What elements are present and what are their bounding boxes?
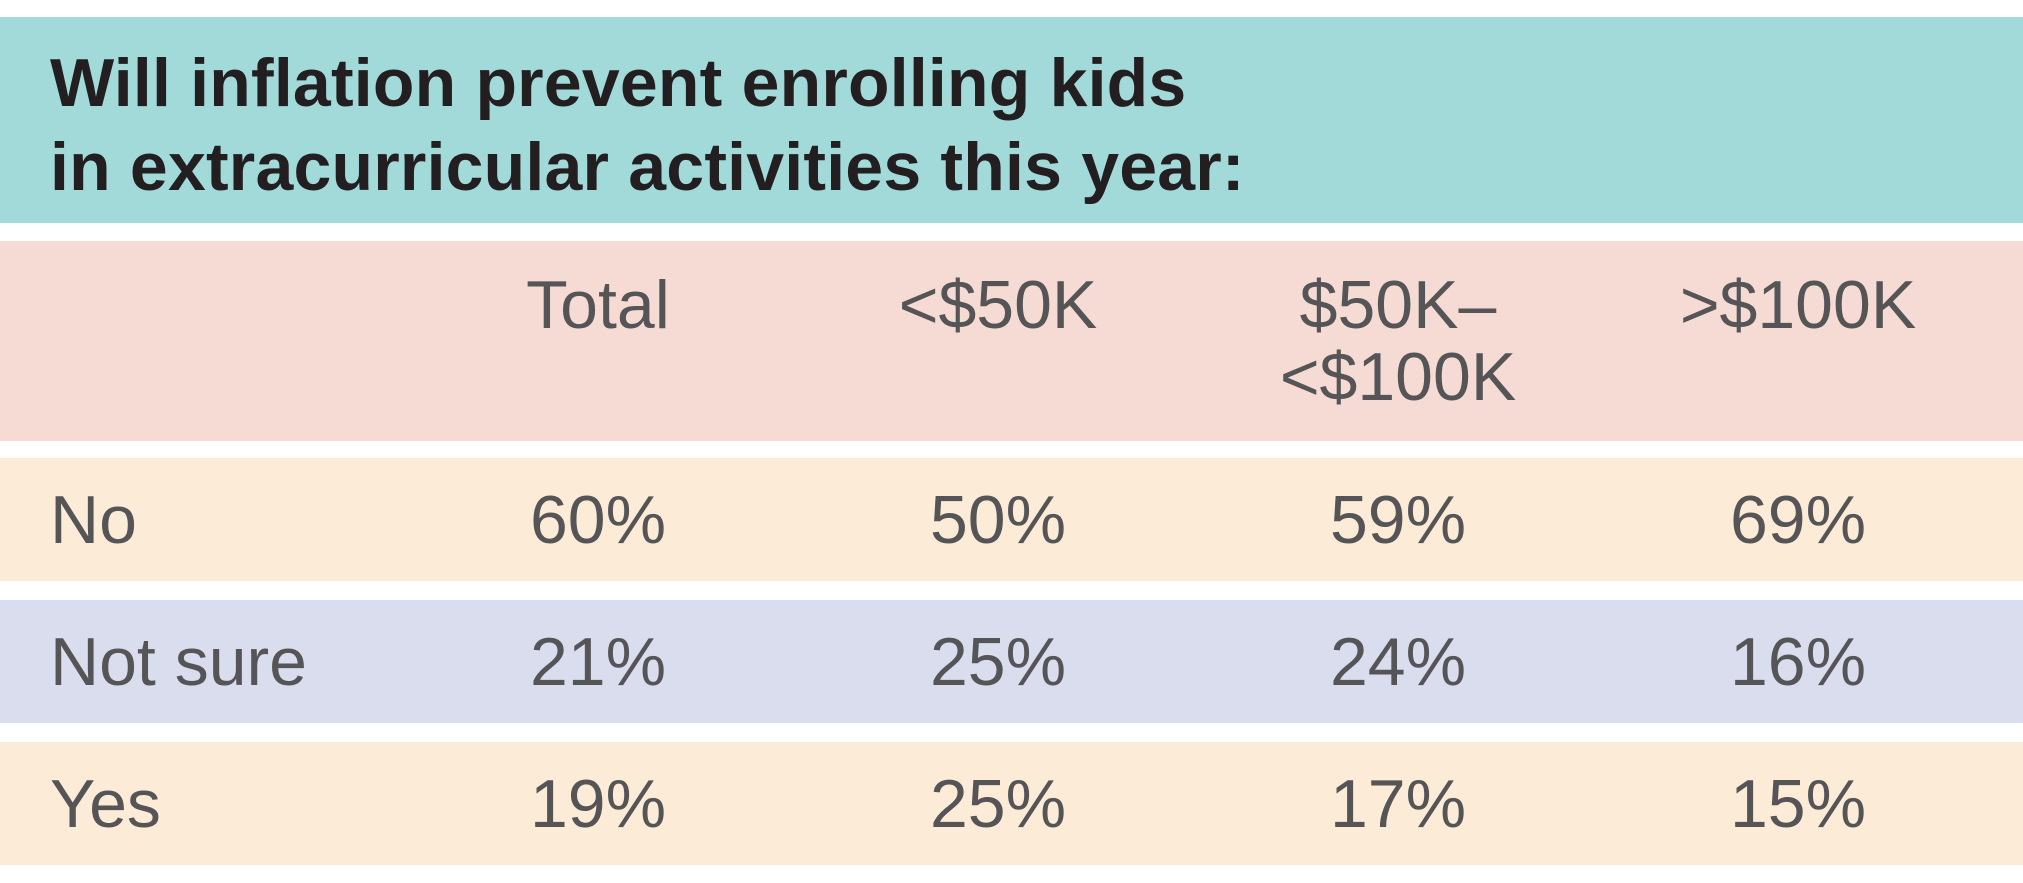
cell-no-total: 60% bbox=[529, 482, 667, 558]
cell-yes-under-50k: 25% bbox=[929, 766, 1067, 842]
chart-title: Will inflation prevent enrolling kids in… bbox=[50, 41, 1245, 209]
cell-not-sure-over-100k: 16% bbox=[1729, 624, 1867, 700]
column-header-over-100k-line-1: >$100K bbox=[1679, 267, 1917, 343]
table-row-yes: Yes 19% 25% 17% 15% bbox=[0, 742, 2023, 865]
column-header-row: Total <$50K $50K– <$100K >$100K bbox=[0, 241, 2023, 441]
cell-not-sure-50k-100k: 24% bbox=[1329, 624, 1467, 700]
column-header-50k-100k-line-1: $50K– bbox=[1299, 267, 1497, 343]
row-label-yes: Yes bbox=[50, 766, 161, 842]
table-row-no: No 60% 50% 59% 69% bbox=[0, 458, 2023, 581]
column-header-total: Total bbox=[428, 269, 768, 341]
column-header-under-50k-line-1: <$50K bbox=[898, 267, 1098, 343]
column-header-50k-100k: $50K– <$100K bbox=[1228, 269, 1568, 413]
cell-not-sure-under-50k: 25% bbox=[929, 624, 1067, 700]
cell-yes-50k-100k: 17% bbox=[1329, 766, 1467, 842]
cell-no-over-100k: 69% bbox=[1729, 482, 1867, 558]
row-label-not-sure: Not sure bbox=[50, 624, 307, 700]
cell-not-sure-total: 21% bbox=[529, 624, 667, 700]
cell-no-50k-100k: 59% bbox=[1329, 482, 1467, 558]
column-header-50k-100k-line-2: <$100K bbox=[1279, 339, 1517, 415]
chart-title-line-2: in extracurricular activities this year: bbox=[50, 129, 1245, 205]
cell-no-under-50k: 50% bbox=[929, 482, 1067, 558]
column-header-under-50k: <$50K bbox=[828, 269, 1168, 341]
row-label-no: No bbox=[50, 482, 137, 558]
title-band: Will inflation prevent enrolling kids in… bbox=[0, 17, 2023, 223]
column-header-over-100k: >$100K bbox=[1628, 269, 1968, 341]
table-row-not-sure: Not sure 21% 25% 24% 16% bbox=[0, 600, 2023, 723]
cell-yes-over-100k: 15% bbox=[1729, 766, 1867, 842]
column-header-total-line-1: Total bbox=[526, 267, 670, 343]
chart-title-line-1: Will inflation prevent enrolling kids bbox=[50, 45, 1187, 121]
cell-yes-total: 19% bbox=[529, 766, 667, 842]
